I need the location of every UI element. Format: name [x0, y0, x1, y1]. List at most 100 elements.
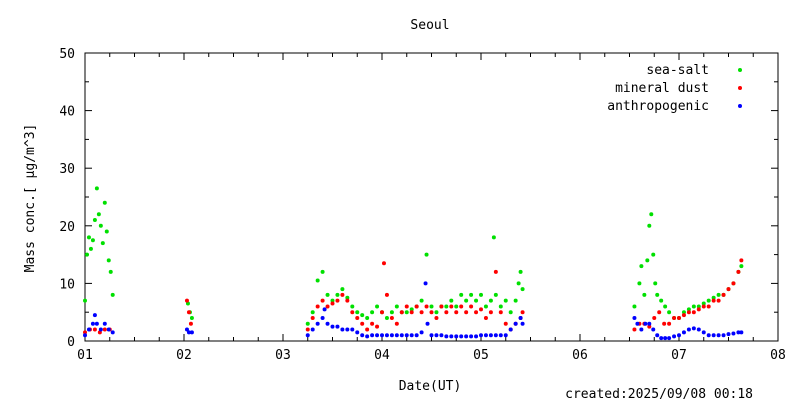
data-point [464, 310, 469, 315]
data-point [375, 333, 380, 338]
data-point [672, 334, 677, 339]
data-point [360, 313, 365, 318]
data-point [375, 304, 380, 309]
x-tick-label: 07 [671, 348, 687, 363]
data-point [434, 310, 439, 315]
data-point [659, 336, 664, 341]
data-point [645, 258, 650, 263]
data-point [726, 287, 731, 292]
data-point [184, 298, 189, 303]
data-point [370, 310, 375, 315]
data-point [513, 321, 518, 326]
data-point [102, 327, 107, 332]
created-timestamp: created:2025/09/08 00:18 [565, 387, 753, 400]
data-point [94, 186, 99, 191]
data-point [493, 333, 498, 338]
data-point [335, 292, 340, 297]
data-point [454, 304, 459, 309]
x-tick-label: 03 [275, 348, 291, 363]
data-point [677, 333, 681, 338]
data-point [655, 292, 660, 297]
data-point [330, 301, 335, 306]
legend-label: anthropogenic [607, 99, 709, 114]
data-point [701, 330, 706, 335]
data-point [659, 298, 664, 303]
data-point [686, 310, 691, 315]
data-point [655, 333, 660, 338]
data-point [429, 310, 434, 315]
data-point [739, 258, 744, 263]
data-point [425, 321, 430, 326]
data-point [330, 298, 335, 303]
data-point [520, 287, 525, 292]
data-point [110, 292, 115, 297]
data-point [459, 304, 464, 309]
data-point [488, 298, 493, 303]
data-point [474, 310, 479, 315]
x-axis-label: Date(UT) [399, 379, 462, 394]
data-point [479, 333, 483, 338]
data-point [429, 304, 434, 309]
data-point [355, 315, 360, 320]
data-point [454, 334, 459, 339]
data-point [488, 333, 493, 338]
data-point [736, 269, 741, 274]
data-point [305, 327, 310, 332]
data-point [360, 333, 365, 338]
data-point [662, 321, 667, 326]
data-point [94, 321, 99, 326]
data-point [365, 315, 370, 320]
data-point [381, 261, 386, 266]
data-point [394, 304, 399, 309]
legend: sea-salt mineral dust anthropogenic [607, 63, 742, 114]
data-point [345, 298, 350, 303]
data-point [315, 278, 320, 283]
data-point [479, 307, 483, 312]
data-point [459, 334, 464, 339]
data-point [716, 292, 721, 297]
data-point [520, 310, 525, 315]
data-point [449, 298, 454, 303]
data-point [110, 330, 115, 335]
data-point [639, 264, 644, 269]
data-point [663, 304, 668, 309]
data-point [681, 330, 686, 335]
data-point [310, 310, 315, 315]
data-point [106, 327, 111, 332]
data-point [518, 269, 523, 274]
data-point [439, 304, 444, 309]
data-point [315, 304, 320, 309]
data-point [696, 307, 701, 312]
data-point [449, 334, 454, 339]
data-point [419, 298, 424, 303]
data-point [520, 321, 525, 326]
data-point [716, 298, 721, 303]
data-point [380, 333, 384, 338]
data-point [355, 310, 360, 315]
data-point [86, 327, 91, 332]
data-point [637, 281, 642, 286]
data-point [653, 281, 658, 286]
data-point [315, 321, 320, 326]
data-point [355, 330, 360, 335]
data-point [409, 333, 414, 338]
data-point [632, 315, 637, 320]
data-point [696, 304, 701, 309]
data-point [340, 327, 345, 332]
legend-marker [738, 104, 742, 108]
data-point [305, 321, 310, 326]
data-point [104, 229, 109, 234]
data-point [434, 315, 439, 320]
data-point [106, 258, 111, 263]
data-point [503, 333, 508, 338]
data-point [380, 310, 384, 315]
data-point [483, 304, 488, 309]
data-point [330, 324, 335, 329]
data-point [98, 223, 103, 228]
data-point [651, 252, 656, 257]
data-point [83, 330, 87, 335]
data-point [706, 304, 711, 309]
data-point [189, 330, 194, 335]
data-point [677, 315, 681, 320]
data-point [649, 212, 654, 217]
